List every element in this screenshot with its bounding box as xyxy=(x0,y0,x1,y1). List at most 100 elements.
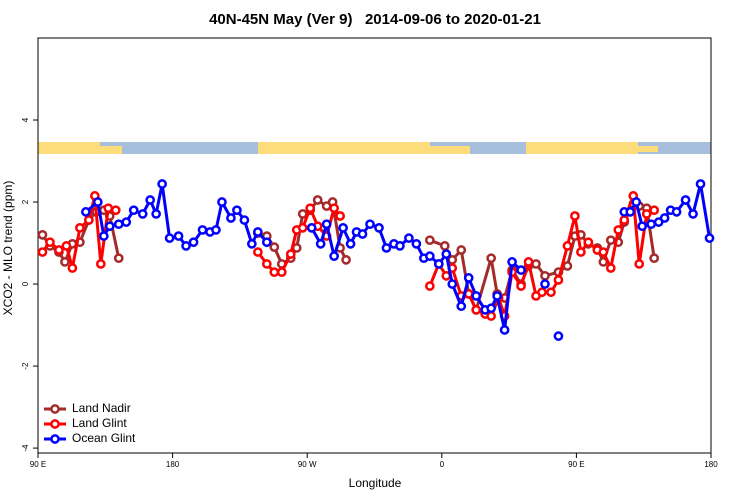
point xyxy=(357,229,368,239)
plot-frame xyxy=(37,37,712,454)
point xyxy=(306,223,317,233)
point xyxy=(680,195,691,205)
point xyxy=(671,207,682,217)
legend-label: Land Nadir xyxy=(72,401,131,415)
point xyxy=(625,207,636,217)
point xyxy=(83,215,94,225)
x-tick-label: 90 E xyxy=(568,460,584,469)
point xyxy=(305,203,316,214)
point xyxy=(641,209,652,219)
point xyxy=(486,311,497,321)
point xyxy=(605,263,616,273)
point xyxy=(395,241,405,251)
legend-label: Land Glint xyxy=(72,416,127,430)
point xyxy=(576,247,586,257)
point xyxy=(252,247,263,257)
point xyxy=(613,225,624,235)
legend-marker xyxy=(50,419,60,429)
y-tick-label: -4 xyxy=(21,444,30,452)
point xyxy=(54,245,64,255)
point xyxy=(110,205,121,216)
point xyxy=(312,195,323,205)
point xyxy=(634,259,645,269)
point xyxy=(285,249,296,259)
point xyxy=(695,179,706,189)
point xyxy=(424,235,435,246)
point xyxy=(137,209,148,219)
point xyxy=(75,223,85,233)
point xyxy=(456,301,467,312)
legend-marker xyxy=(50,404,60,414)
point xyxy=(338,223,348,233)
series-line xyxy=(84,182,711,332)
x-tick-label: 90 E xyxy=(30,460,46,469)
point xyxy=(570,211,580,221)
x-axis-label: Longitude xyxy=(349,476,402,490)
point xyxy=(486,253,497,264)
point xyxy=(345,239,356,249)
x-tick-label: 180 xyxy=(166,460,180,469)
point xyxy=(598,247,609,257)
point xyxy=(37,229,48,240)
point xyxy=(365,219,375,230)
x-tick-label: 180 xyxy=(704,460,718,469)
point xyxy=(463,273,474,283)
point xyxy=(619,215,630,225)
point xyxy=(103,203,114,214)
point xyxy=(471,291,482,301)
y-tick-label: 2 xyxy=(21,199,30,204)
point xyxy=(424,251,435,262)
point xyxy=(104,221,115,232)
point xyxy=(516,281,526,291)
point xyxy=(546,287,556,298)
point xyxy=(151,209,161,219)
point xyxy=(424,281,435,291)
point xyxy=(381,243,392,253)
point xyxy=(537,287,547,298)
point xyxy=(261,259,272,269)
point xyxy=(562,241,573,251)
point xyxy=(61,241,72,251)
point xyxy=(121,217,132,227)
point xyxy=(447,279,458,289)
point xyxy=(269,267,280,278)
point xyxy=(329,251,339,262)
point xyxy=(341,255,351,265)
point xyxy=(145,195,156,205)
point xyxy=(197,225,208,235)
point xyxy=(553,331,564,341)
point xyxy=(297,223,308,233)
point xyxy=(239,215,250,225)
land-mask-strip xyxy=(38,142,711,154)
point xyxy=(562,261,573,271)
point xyxy=(631,197,642,207)
point xyxy=(531,259,541,269)
point xyxy=(252,227,263,237)
point xyxy=(649,253,660,264)
point xyxy=(646,219,657,230)
point xyxy=(688,209,698,219)
point xyxy=(113,219,124,230)
point xyxy=(81,207,91,217)
point xyxy=(297,209,308,219)
point xyxy=(60,257,70,267)
point xyxy=(67,263,78,273)
y-tick-label: -2 xyxy=(21,362,30,370)
x-tick-label: 0 xyxy=(440,460,445,469)
chart-title: 40N-45N May (Ver 9) 2014-09-06 to 2020-0… xyxy=(209,11,541,28)
y-tick-label: 0 xyxy=(21,281,30,286)
point xyxy=(659,213,670,223)
point xyxy=(433,259,444,269)
point xyxy=(492,291,502,301)
point xyxy=(315,239,326,249)
point xyxy=(605,235,616,246)
point xyxy=(540,279,550,289)
point xyxy=(164,233,175,243)
series-line xyxy=(41,198,656,312)
point xyxy=(649,205,660,216)
point xyxy=(335,211,345,221)
point xyxy=(456,245,467,255)
point xyxy=(471,305,482,315)
point xyxy=(226,213,236,223)
